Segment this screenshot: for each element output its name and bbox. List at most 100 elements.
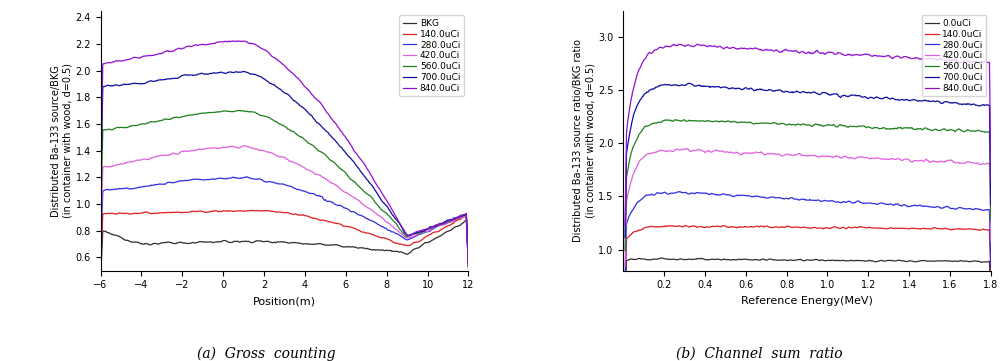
280.0uCi: [455, 216, 467, 220]
560.0uCi: [234, 108, 246, 113]
840.0uCi: [314, 100, 326, 105]
420.0uCi: [977, 161, 989, 166]
Line: 700.0uCi: 700.0uCi: [625, 83, 991, 238]
140.0uCi: [314, 218, 326, 223]
420.0uCi: [396, 233, 408, 237]
840.0uCi: [919, 57, 932, 61]
0.0uCi: [794, 257, 806, 262]
700.0uCi: [95, 192, 107, 196]
840.0uCi: [838, 53, 850, 57]
0.0uCi: [619, 296, 631, 301]
Line: 140.0uCi: 140.0uCi: [101, 210, 469, 268]
0.0uCi: [796, 258, 808, 262]
420.0uCi: [270, 153, 282, 157]
BKG: [396, 250, 408, 255]
840.0uCi: [619, 223, 631, 228]
700.0uCi: [455, 214, 467, 219]
Text: (a)  Gross  counting: (a) Gross counting: [197, 347, 336, 361]
140.0uCi: [794, 225, 806, 230]
420.0uCi: [985, 239, 997, 243]
420.0uCi: [818, 154, 830, 158]
840.0uCi: [455, 214, 467, 218]
280.0uCi: [619, 276, 631, 280]
840.0uCi: [226, 39, 238, 43]
420.0uCi: [838, 155, 850, 159]
700.0uCi: [794, 90, 806, 95]
420.0uCi: [295, 164, 307, 168]
Line: 420.0uCi: 420.0uCi: [101, 145, 469, 268]
560.0uCi: [796, 122, 808, 126]
280.0uCi: [818, 198, 830, 203]
280.0uCi: [295, 188, 307, 192]
280.0uCi: [273, 182, 285, 186]
Line: 280.0uCi: 280.0uCi: [101, 177, 469, 266]
560.0uCi: [977, 130, 989, 134]
X-axis label: Reference Energy(MeV): Reference Energy(MeV): [741, 296, 873, 306]
840.0uCi: [818, 51, 830, 56]
140.0uCi: [95, 265, 107, 269]
140.0uCi: [838, 225, 850, 230]
700.0uCi: [314, 123, 326, 127]
140.0uCi: [977, 227, 989, 231]
140.0uCi: [463, 265, 475, 270]
280.0uCi: [796, 197, 808, 201]
140.0uCi: [985, 278, 997, 282]
420.0uCi: [680, 147, 692, 151]
Line: 840.0uCi: 840.0uCi: [625, 44, 991, 226]
560.0uCi: [985, 219, 997, 223]
140.0uCi: [796, 225, 808, 230]
280.0uCi: [270, 181, 282, 185]
840.0uCi: [794, 51, 806, 55]
BKG: [463, 268, 475, 272]
Legend: 0.0uCi, 140.0uCi, 280.0uCi, 420.0uCi, 560.0uCi, 700.0uCi, 840.0uCi: 0.0uCi, 140.0uCi, 280.0uCi, 420.0uCi, 56…: [921, 16, 987, 96]
700.0uCi: [796, 90, 808, 94]
700.0uCi: [396, 227, 408, 231]
BKG: [270, 240, 282, 245]
700.0uCi: [985, 204, 997, 208]
420.0uCi: [796, 153, 808, 158]
420.0uCi: [619, 264, 631, 268]
140.0uCi: [396, 243, 408, 247]
140.0uCi: [247, 208, 260, 213]
Y-axis label: Distributed Ba-133 source/BKG
(in container with wood, d=0.5): Distributed Ba-133 source/BKG (in contai…: [51, 63, 72, 218]
Line: 560.0uCi: 560.0uCi: [101, 110, 469, 267]
420.0uCi: [794, 151, 806, 156]
BKG: [272, 240, 284, 244]
840.0uCi: [270, 57, 282, 61]
BKG: [314, 241, 326, 245]
0.0uCi: [655, 256, 667, 260]
Line: 0.0uCi: 0.0uCi: [625, 258, 991, 299]
0.0uCi: [818, 258, 830, 262]
420.0uCi: [273, 154, 285, 158]
280.0uCi: [396, 235, 408, 240]
700.0uCi: [463, 264, 475, 268]
280.0uCi: [919, 204, 932, 208]
560.0uCi: [270, 119, 282, 123]
840.0uCi: [295, 79, 307, 83]
Line: 140.0uCi: 140.0uCi: [625, 226, 991, 286]
560.0uCi: [619, 248, 631, 253]
280.0uCi: [314, 195, 326, 199]
140.0uCi: [818, 227, 830, 231]
140.0uCi: [919, 227, 932, 231]
280.0uCi: [794, 198, 806, 202]
840.0uCi: [691, 42, 703, 46]
Line: 420.0uCi: 420.0uCi: [625, 149, 991, 266]
420.0uCi: [919, 157, 932, 162]
840.0uCi: [796, 49, 808, 54]
Line: 280.0uCi: 280.0uCi: [625, 192, 991, 278]
560.0uCi: [463, 265, 475, 269]
840.0uCi: [273, 58, 285, 62]
420.0uCi: [95, 238, 107, 243]
280.0uCi: [463, 264, 475, 269]
X-axis label: Position(m): Position(m): [254, 296, 316, 306]
560.0uCi: [818, 124, 830, 128]
0.0uCi: [977, 260, 989, 264]
140.0uCi: [619, 284, 631, 288]
Line: BKG: BKG: [101, 220, 469, 277]
280.0uCi: [838, 200, 850, 204]
560.0uCi: [919, 126, 932, 130]
840.0uCi: [95, 179, 107, 183]
420.0uCi: [238, 143, 250, 148]
Text: (b)  Channel  sum  ratio: (b) Channel sum ratio: [676, 347, 843, 361]
